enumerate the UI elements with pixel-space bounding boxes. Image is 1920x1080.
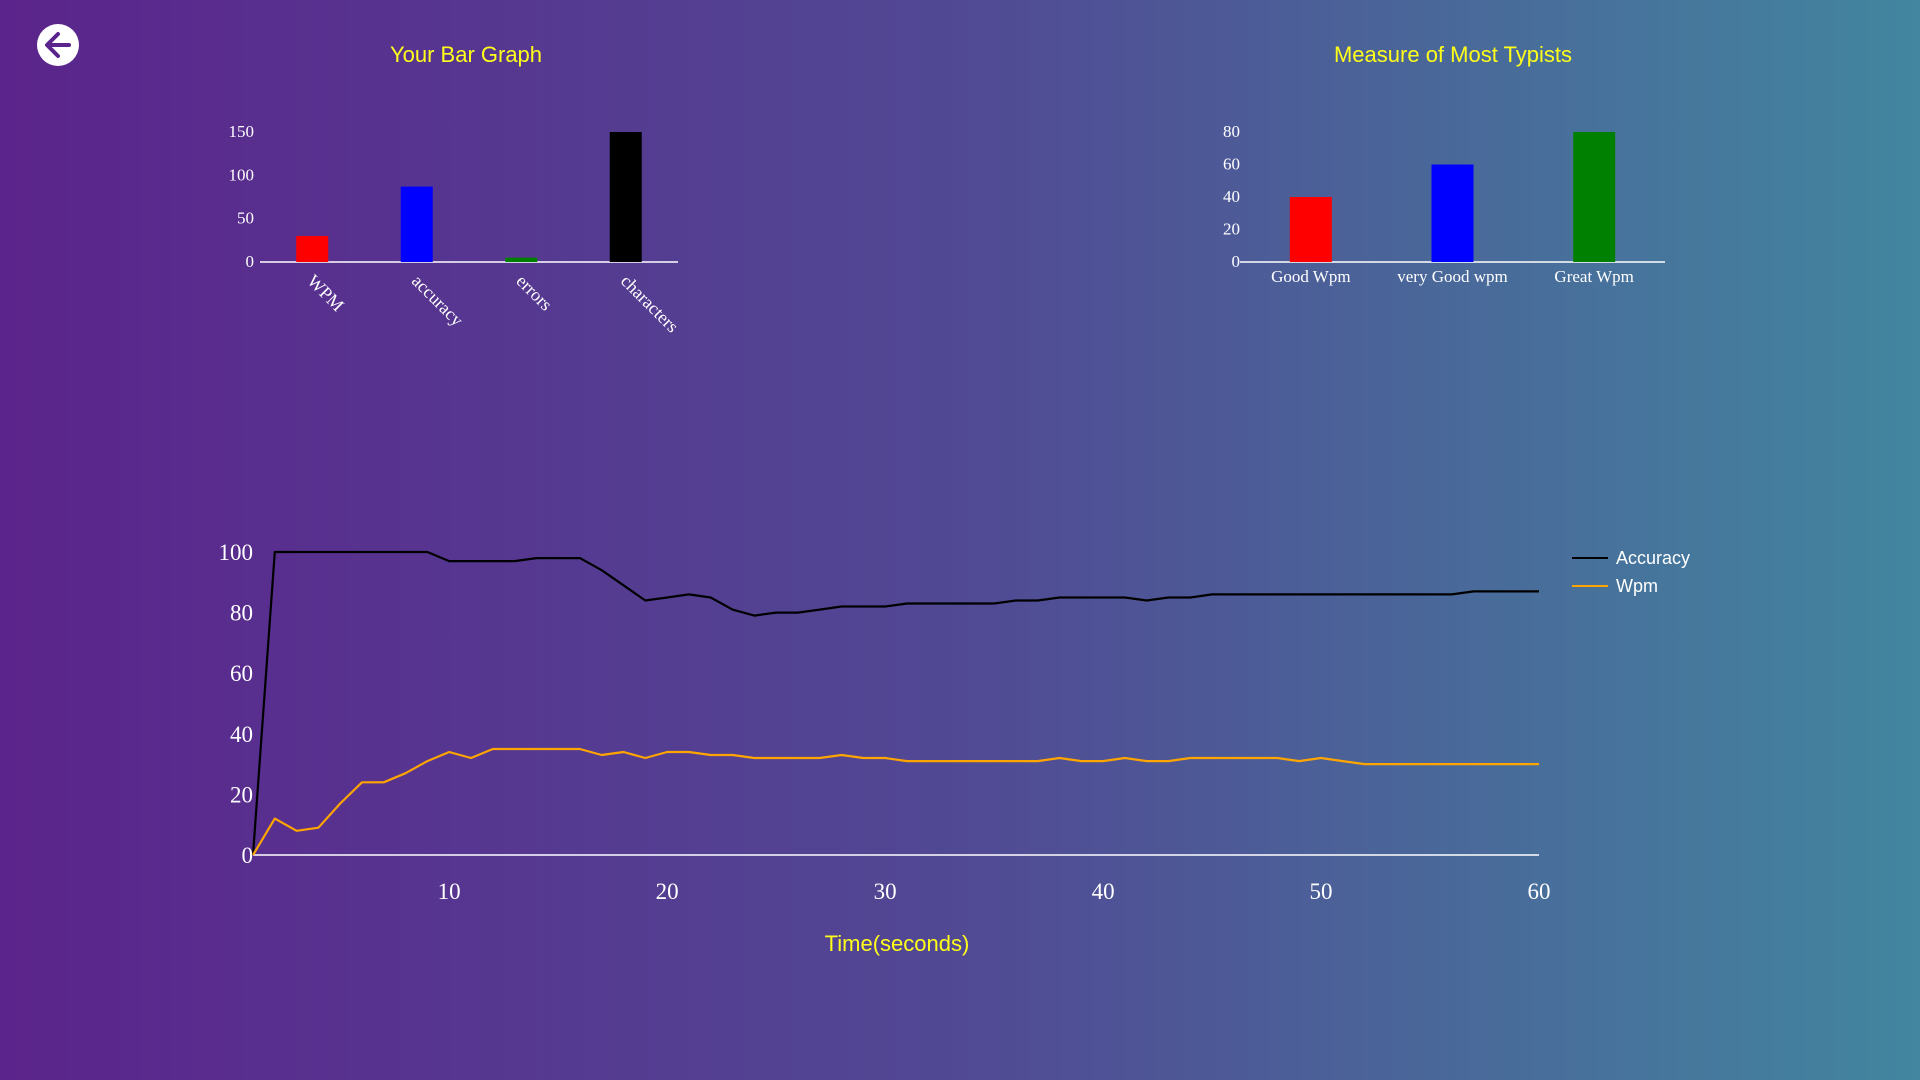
line-x-tick-label: 50 — [1310, 879, 1333, 904]
bar1-bar-characters — [609, 132, 642, 262]
bar2-bar-2 — [1573, 132, 1616, 262]
bar1-bar-wpm — [296, 236, 329, 262]
bar1-y-tick-label: 150 — [229, 122, 255, 141]
line-series-accuracy — [251, 550, 1539, 856]
line-chart-x-axis-title: Time(seconds) — [824, 931, 970, 956]
legend-label-wpm: Wpm — [1616, 575, 1658, 596]
bar2-y-tick-label: 20 — [1223, 220, 1240, 239]
bar1-y-tick-label: 100 — [229, 165, 255, 184]
bar1-bar-errors — [505, 257, 538, 262]
line-chart-legend: Accuracy Wpm — [1572, 544, 1690, 600]
line-x-tick-label: 10 — [438, 879, 461, 904]
bar1-x-tick-label: WPM — [303, 271, 348, 316]
line-y-tick-label: 20 — [230, 782, 253, 807]
legend-item-accuracy: Accuracy — [1572, 544, 1690, 572]
back-button[interactable] — [37, 24, 79, 66]
bar1-x-tick-label: accuracy — [408, 271, 467, 330]
bar2-x-tick-label: Great Wpm — [1554, 267, 1633, 286]
bar2-y-tick-label: 0 — [1232, 252, 1241, 271]
typists-bar-graph-title: Measure of Most Typists — [1333, 42, 1572, 67]
line-y-tick-label: 60 — [230, 661, 253, 686]
bar2-y-tick-label: 40 — [1223, 187, 1240, 206]
line-x-tick-label: 40 — [1092, 879, 1115, 904]
bar2-y-tick-label: 60 — [1223, 155, 1240, 174]
legend-item-wpm: Wpm — [1572, 572, 1690, 600]
bar1-y-tick-label: 0 — [246, 252, 255, 271]
bar1-x-tick-label: characters — [617, 271, 683, 337]
legend-label-accuracy: Accuracy — [1616, 547, 1691, 568]
line-y-tick-label: 0 — [242, 843, 254, 868]
line-y-tick-label: 40 — [230, 722, 253, 747]
line-y-tick-label: 80 — [230, 601, 253, 626]
your-bar-graph-title: Your Bar Graph — [389, 42, 543, 67]
line-x-tick-label: 30 — [874, 879, 897, 904]
bar2-bar-0 — [1289, 197, 1332, 262]
line-y-tick-label: 100 — [219, 540, 254, 565]
bar1-bar-accuracy — [400, 186, 433, 262]
bar2-x-tick-label: very Good wpm — [1397, 267, 1507, 286]
bar2-x-tick-label: Good Wpm — [1271, 267, 1351, 286]
bar2-bar-1 — [1431, 164, 1474, 262]
legend-swatch-accuracy — [1572, 557, 1608, 559]
line-series-wpm — [252, 747, 1539, 856]
bar1-x-tick-label: errors — [512, 271, 556, 315]
arrow-left-icon — [45, 32, 71, 58]
bar1-y-tick-label: 50 — [237, 209, 254, 228]
line-x-tick-label: 20 — [656, 879, 679, 904]
line-x-tick-label: 60 — [1528, 879, 1551, 904]
legend-swatch-wpm — [1572, 585, 1608, 587]
bar2-y-tick-label: 80 — [1223, 122, 1240, 141]
